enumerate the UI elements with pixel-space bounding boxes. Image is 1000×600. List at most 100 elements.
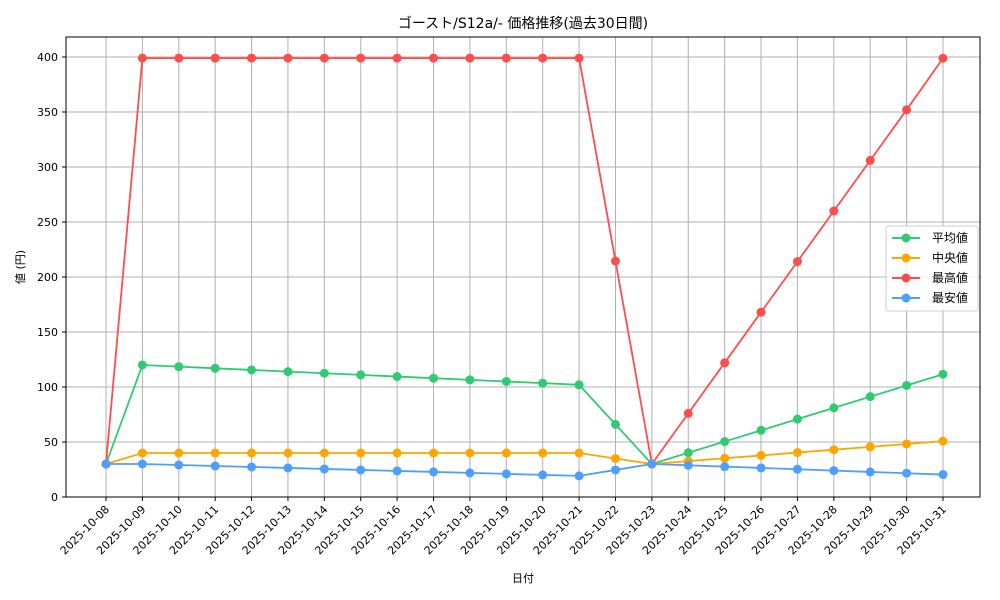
- data-point-marker: [319, 368, 329, 378]
- data-point-marker: [683, 448, 693, 458]
- data-point-marker: [938, 369, 948, 379]
- data-point-marker: [174, 460, 184, 470]
- data-point-marker: [137, 360, 147, 370]
- data-point-marker: [356, 53, 366, 63]
- data-point-marker: [865, 467, 875, 477]
- legend-label: 最安値: [932, 290, 968, 305]
- data-point-marker: [429, 53, 439, 63]
- data-point-marker: [574, 380, 584, 390]
- data-point-marker: [538, 448, 548, 458]
- data-point-marker: [574, 53, 584, 63]
- y-tick-label: 150: [37, 326, 58, 339]
- data-point-marker: [137, 448, 147, 458]
- data-point-marker: [720, 358, 730, 368]
- data-point-marker: [538, 378, 548, 388]
- data-point-marker: [938, 470, 948, 480]
- data-point-marker: [429, 467, 439, 477]
- data-point-marker: [247, 53, 257, 63]
- data-point-marker: [465, 448, 475, 458]
- series-1: [101, 436, 948, 469]
- legend-marker: [901, 273, 911, 283]
- data-point-marker: [137, 459, 147, 469]
- data-point-marker: [392, 372, 402, 382]
- data-point-marker: [610, 454, 620, 463]
- data-point-marker: [283, 448, 293, 458]
- data-point-marker: [829, 445, 839, 455]
- data-point-marker: [792, 257, 802, 267]
- data-point-marker: [429, 373, 439, 383]
- legend-label: 最高値: [932, 270, 968, 285]
- legend-marker: [901, 293, 911, 303]
- y-axis-ticks: 0 50 100 150 200 250 300 350 400: [37, 51, 66, 504]
- series-line: [105, 364, 944, 466]
- data-point-marker: [356, 370, 366, 380]
- data-point-marker: [174, 448, 184, 458]
- data-point-marker: [356, 448, 366, 458]
- y-axis-label: 値 (円): [14, 250, 27, 284]
- data-point-marker: [720, 462, 730, 472]
- data-series: [101, 53, 948, 481]
- data-point-marker: [902, 105, 912, 115]
- data-point-marker: [538, 470, 548, 480]
- data-point-marker: [610, 256, 620, 266]
- data-point-marker: [174, 362, 184, 372]
- legend-marker: [901, 253, 911, 263]
- data-point-marker: [210, 363, 220, 373]
- data-point-marker: [392, 466, 402, 476]
- data-point-marker: [938, 436, 948, 446]
- data-point-marker: [756, 425, 766, 435]
- data-point-marker: [865, 442, 875, 452]
- data-point-marker: [574, 448, 584, 458]
- data-point-marker: [720, 437, 730, 447]
- data-point-marker: [792, 448, 802, 458]
- data-point-marker: [501, 53, 511, 63]
- data-point-marker: [683, 408, 693, 418]
- data-point-marker: [902, 468, 912, 478]
- legend-label: 中央値: [932, 250, 968, 265]
- data-point-marker: [210, 448, 220, 458]
- data-point-marker: [610, 465, 620, 475]
- data-point-marker: [829, 206, 839, 216]
- data-point-marker: [538, 53, 548, 63]
- data-point-marker: [756, 463, 766, 473]
- chart-title: ゴースト/S12a/- 価格推移(過去30日間): [398, 15, 648, 32]
- y-tick-label: 200: [37, 271, 58, 284]
- data-point-marker: [137, 53, 147, 63]
- data-point-marker: [247, 448, 257, 458]
- y-tick-label: 300: [37, 161, 58, 174]
- data-point-marker: [319, 448, 329, 458]
- data-point-marker: [501, 469, 511, 479]
- data-point-marker: [429, 448, 439, 458]
- data-point-marker: [792, 464, 802, 474]
- data-point-marker: [392, 448, 402, 458]
- x-axis-ticks: 2025-10-082025-10-092025-10-102025-10-11…: [58, 497, 949, 557]
- data-point-marker: [501, 377, 511, 386]
- y-tick-label: 250: [37, 216, 58, 229]
- data-point-marker: [720, 453, 730, 463]
- x-axis-label: 日付: [512, 572, 534, 585]
- legend-marker: [901, 233, 911, 243]
- data-point-marker: [610, 419, 620, 429]
- data-point-marker: [865, 392, 875, 402]
- data-point-marker: [683, 460, 693, 470]
- data-point-marker: [356, 465, 366, 475]
- series-line: [106, 463, 944, 477]
- y-tick-label: 400: [37, 51, 58, 64]
- legend-label: 平均値: [932, 230, 968, 245]
- data-point-marker: [865, 155, 875, 165]
- y-tick-label: 50: [44, 436, 58, 449]
- data-point-marker: [902, 380, 912, 390]
- data-point-marker: [792, 414, 802, 424]
- data-point-marker: [283, 367, 293, 377]
- data-point-marker: [756, 307, 766, 317]
- data-point-marker: [829, 466, 839, 476]
- series-3: [101, 459, 948, 481]
- data-point-marker: [174, 53, 184, 63]
- data-point-marker: [465, 53, 475, 63]
- data-point-marker: [319, 464, 329, 474]
- data-point-marker: [101, 459, 111, 469]
- y-tick-label: 0: [51, 491, 58, 504]
- data-point-marker: [902, 439, 912, 449]
